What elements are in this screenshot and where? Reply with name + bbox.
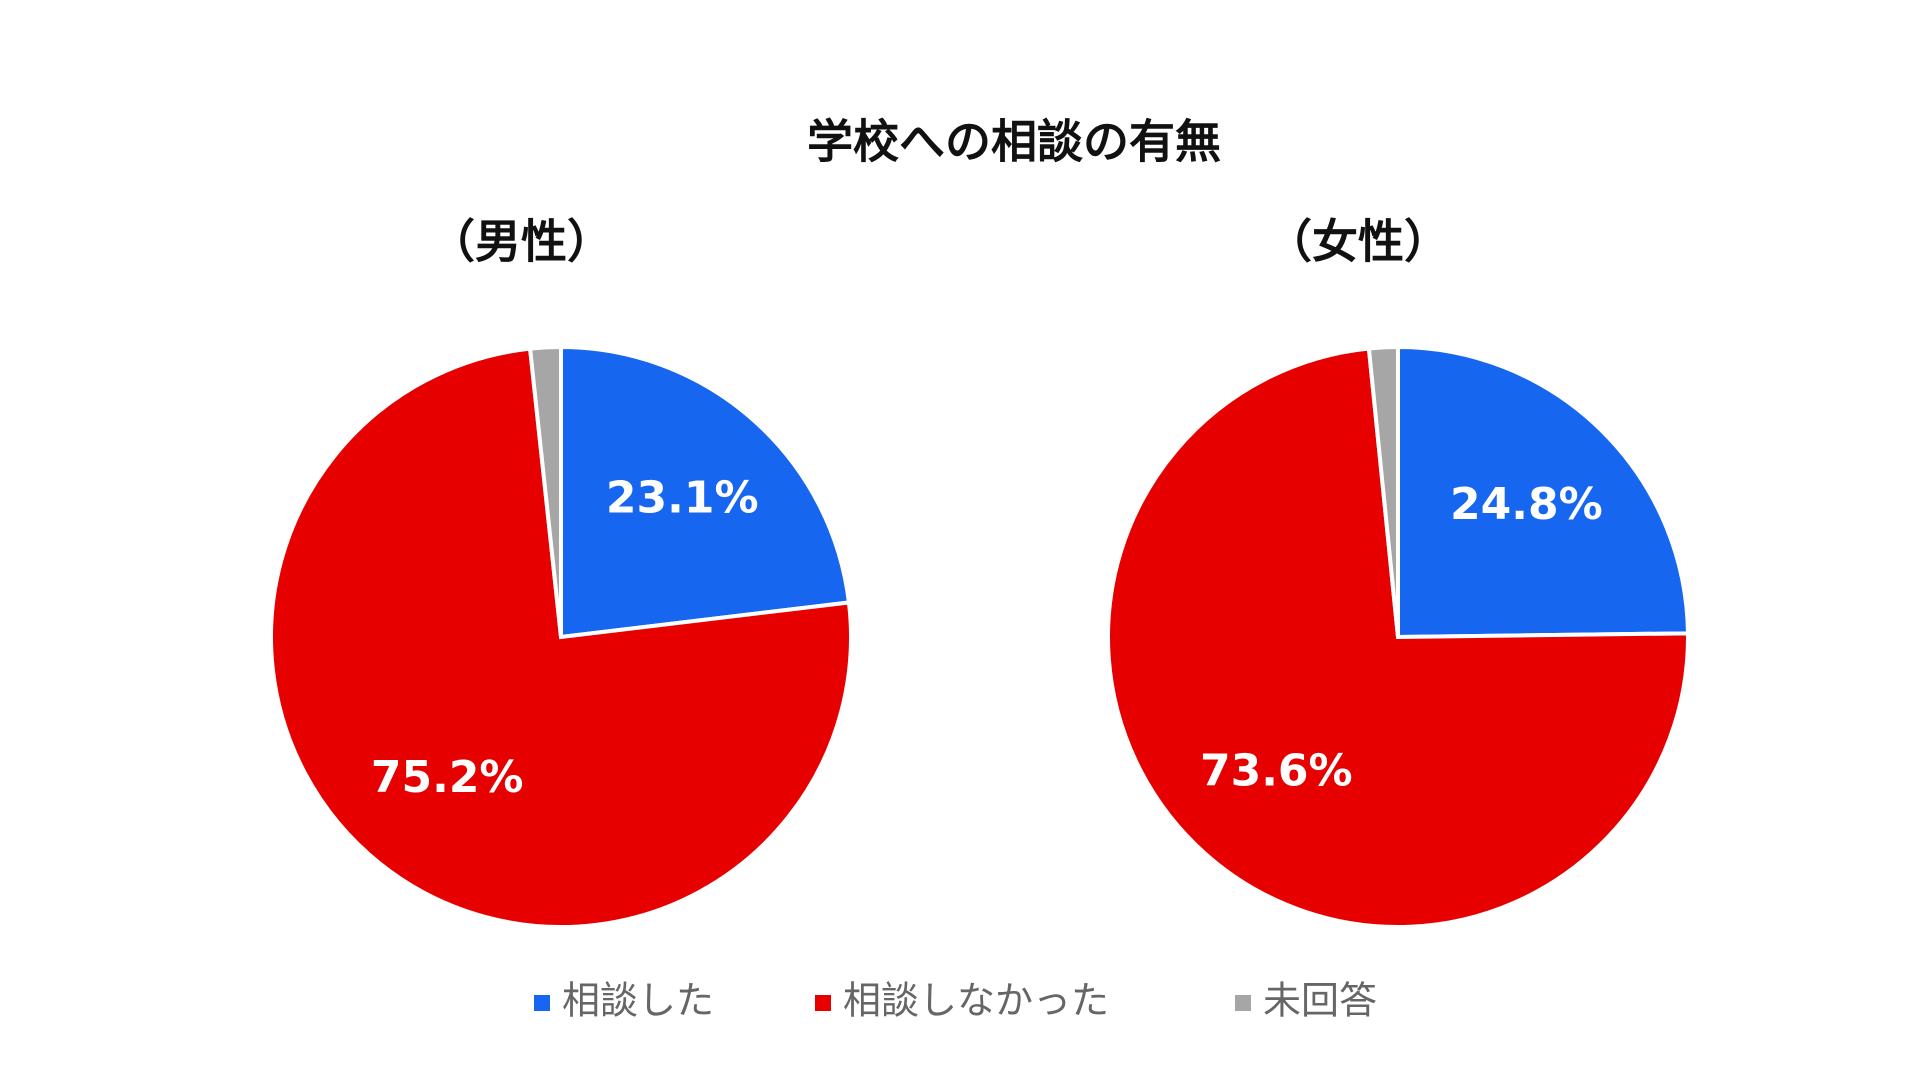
pie-slice bbox=[559, 344, 852, 640]
pie-slice bbox=[1396, 344, 1691, 640]
value-label: 75.2% bbox=[371, 752, 524, 803]
value-label: 24.8% bbox=[1450, 479, 1603, 530]
pie-title: （男性） bbox=[429, 215, 613, 269]
legend-swatch bbox=[1235, 995, 1251, 1011]
value-label: 73.6% bbox=[1200, 745, 1353, 796]
legend-swatch bbox=[534, 995, 550, 1011]
legend-label: 未回答 bbox=[1263, 979, 1377, 1023]
value-label: 23.1% bbox=[606, 472, 759, 523]
pie-slice bbox=[527, 344, 563, 638]
legend-swatch bbox=[815, 995, 831, 1011]
legend-label: 相談した bbox=[562, 979, 714, 1023]
chart-title: 学校への相談の有無 bbox=[807, 115, 1221, 169]
pie-slice bbox=[1106, 346, 1690, 929]
legend-label: 相談しなかった bbox=[843, 979, 1109, 1023]
pie-slice bbox=[269, 346, 853, 929]
pie-title: （女性） bbox=[1266, 215, 1450, 269]
pie-slice bbox=[1366, 344, 1400, 638]
